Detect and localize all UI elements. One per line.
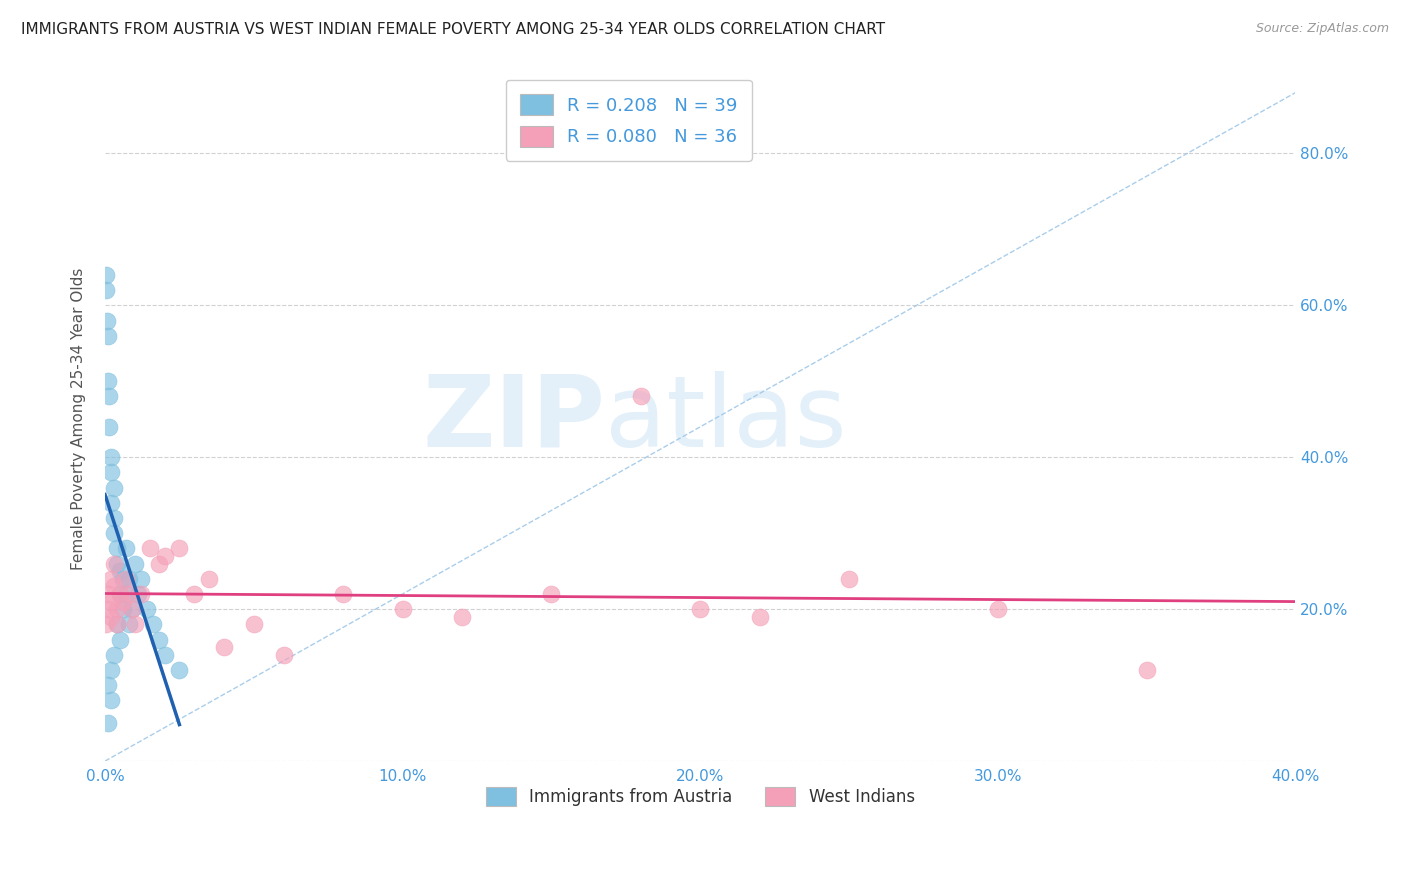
Point [138,541,160,556]
Point [103,557,125,571]
Point [689,602,711,616]
Point [103,526,125,541]
Point [169,541,191,556]
Point [103,648,125,662]
Point [332,587,354,601]
Point [103,481,125,495]
Point [198,572,221,586]
Point [273,648,295,662]
Point [100,663,122,677]
Point [135,602,157,616]
Point [127,587,149,601]
Point [105,541,128,556]
Point [96,617,118,632]
Point [148,557,170,571]
Point [114,541,136,556]
Point [108,564,131,578]
Point [100,594,122,608]
Point [148,632,170,647]
Point [153,549,176,563]
Text: atlas: atlas [605,371,846,467]
Point [105,617,128,632]
Point [100,466,122,480]
Point [124,557,146,571]
Point [114,572,136,586]
Point [108,587,131,601]
Point [987,602,1010,616]
Text: ZIP: ZIP [422,371,605,467]
Point [748,609,770,624]
Point [111,572,134,586]
Point [97,328,120,343]
Point [96,283,118,297]
Point [142,617,165,632]
Point [111,594,134,608]
Point [96,313,118,327]
Point [105,617,128,632]
Point [183,587,205,601]
Text: IMMIGRANTS FROM AUSTRIA VS WEST INDIAN FEMALE POVERTY AMONG 25-34 YEAR OLDS CORR: IMMIGRANTS FROM AUSTRIA VS WEST INDIAN F… [21,22,886,37]
Point [100,693,122,707]
Point [121,602,143,616]
Point [114,587,136,601]
Point [121,602,143,616]
Point [97,374,120,388]
Point [105,602,128,616]
Point [540,587,562,601]
Point [118,587,141,601]
Point [97,602,120,616]
Point [100,572,122,586]
Point [169,663,191,677]
Point [153,648,176,662]
Point [108,587,131,601]
Point [1136,663,1159,677]
Y-axis label: Female Poverty Among 25-34 Year Olds: Female Poverty Among 25-34 Year Olds [72,268,86,571]
Point [212,640,235,654]
Point [96,268,118,282]
Legend: Immigrants from Austria, West Indians: Immigrants from Austria, West Indians [477,779,924,814]
Point [98,389,121,403]
Point [100,496,122,510]
Point [97,587,120,601]
Point [111,602,134,616]
Point [243,617,266,632]
Point [97,678,120,692]
Point [105,557,128,571]
Point [630,389,652,403]
Point [103,511,125,525]
Point [129,587,152,601]
Point [391,602,413,616]
Text: Source: ZipAtlas.com: Source: ZipAtlas.com [1256,22,1389,36]
Point [124,617,146,632]
Point [103,579,125,593]
Point [129,572,152,586]
Point [118,572,141,586]
Point [100,609,122,624]
Point [100,450,122,465]
Point [118,617,141,632]
Point [98,420,121,434]
Point [451,609,474,624]
Point [838,572,860,586]
Point [108,632,131,647]
Point [97,716,120,731]
